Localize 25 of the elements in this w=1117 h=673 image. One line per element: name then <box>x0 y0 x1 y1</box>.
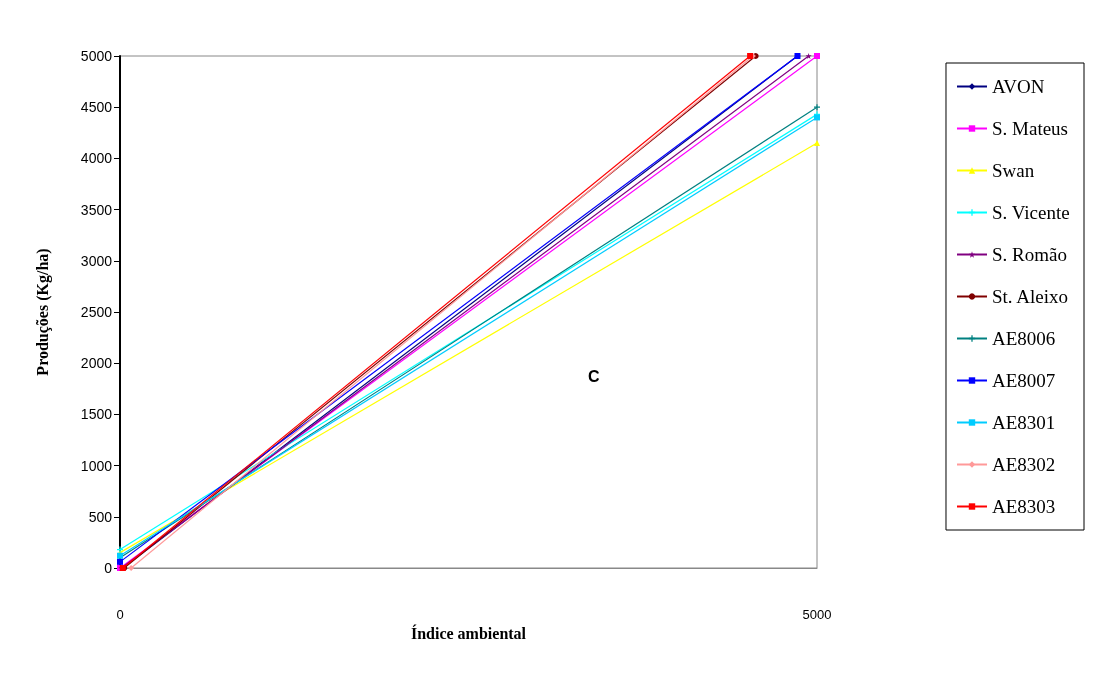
legend-label: AE8006 <box>992 328 1056 349</box>
legend-label: AE8007 <box>992 370 1056 391</box>
y-tick-label: 1000 <box>80 457 113 474</box>
annotation: C <box>588 367 600 385</box>
y-tick-label: 2000 <box>80 355 113 372</box>
y-tick-label: 4000 <box>80 150 113 167</box>
y-tick-label: 3500 <box>80 201 113 218</box>
y-tick-label: 500 <box>88 508 113 525</box>
y-tick-label: 4500 <box>80 99 113 116</box>
y-tick-label: 0 <box>104 560 113 576</box>
y-tick-label: 1500 <box>80 406 113 423</box>
y-tick-label: 5000 <box>80 48 113 64</box>
y-tick-label: 2500 <box>80 304 113 320</box>
legend-label: Swan <box>992 160 1035 181</box>
legend-label: AE8303 <box>992 496 1056 517</box>
y-tick-label: 3000 <box>80 252 113 269</box>
legend-label: AVON <box>992 76 1045 97</box>
legend-label: St. Aleixo <box>992 286 1069 307</box>
y-axis-title: Produções (Kg/ha) <box>33 248 52 376</box>
x-axis-title: Índice ambiental <box>410 624 527 643</box>
legend-label: S. Romão <box>992 244 1067 265</box>
legend-label: AE8301 <box>992 412 1056 433</box>
legend-label: S. Vicente <box>992 202 1070 223</box>
legend-label: S. Mateus <box>992 118 1068 139</box>
legend-label: AE8302 <box>992 454 1056 475</box>
